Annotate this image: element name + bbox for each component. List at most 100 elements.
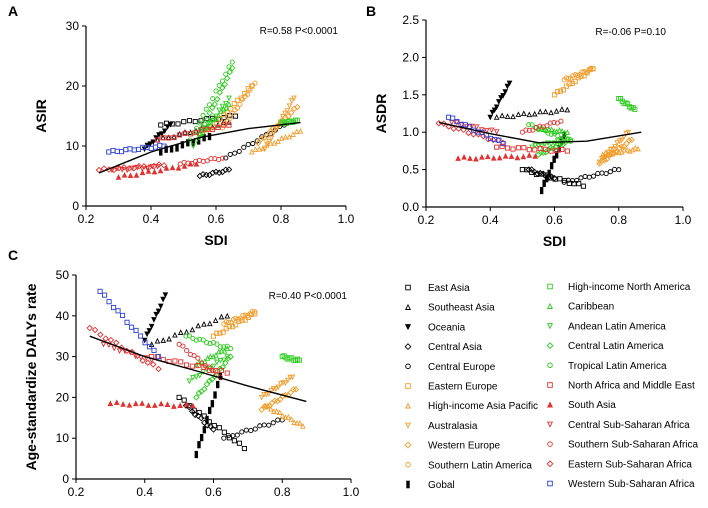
data-point: [237, 101, 243, 107]
data-point: [521, 145, 527, 151]
data-point: [197, 441, 201, 449]
data-point: [485, 136, 492, 143]
data-point: [288, 416, 295, 422]
data-point: [194, 412, 202, 420]
data-point: [145, 402, 152, 408]
data-point: [195, 363, 201, 369]
data-point: [160, 337, 167, 343]
data-point: [564, 106, 571, 113]
data-point: [155, 308, 162, 315]
y-tick-label: 0.0: [402, 200, 419, 214]
series-australasia: [258, 374, 296, 401]
data-point: [455, 155, 461, 161]
y-tick-label: 50: [56, 268, 70, 282]
trend-line: [89, 335, 307, 403]
data-point: [242, 90, 248, 97]
data-point: [226, 122, 232, 128]
data-point: [553, 107, 560, 114]
data-point: [293, 128, 300, 135]
data-point: [491, 107, 498, 114]
data-point: [504, 83, 511, 90]
data-point: [164, 401, 171, 407]
series-south-asia: [107, 399, 196, 409]
data-point: [607, 169, 613, 175]
data-point: [126, 402, 133, 408]
data-point: [151, 347, 157, 353]
data-point: [270, 408, 277, 414]
data-point: [532, 142, 539, 149]
data-point: [160, 296, 166, 303]
data-point: [551, 128, 558, 134]
data-point: [91, 326, 99, 334]
data-point: [609, 146, 616, 153]
x-axis-title: SDI: [202, 505, 225, 508]
data-point: [206, 109, 213, 117]
data-point: [155, 161, 163, 168]
data-point: [112, 339, 120, 346]
data-point: [543, 146, 549, 152]
data-point: [488, 127, 495, 134]
data-point: [537, 108, 543, 115]
data-point: [155, 365, 162, 373]
data-point: [286, 103, 293, 110]
data-point: [135, 146, 142, 152]
series-southern-latin-america: [561, 65, 596, 83]
series-western-sub-saharan-africa: [106, 142, 167, 155]
y-tick-label: 20: [66, 79, 80, 93]
data-point: [197, 120, 203, 126]
data-point: [142, 340, 148, 346]
data-point: [504, 145, 511, 151]
data-point: [203, 381, 211, 388]
data-point: [229, 64, 236, 72]
series-tropical-latin-america: [183, 333, 234, 352]
legend-marker: [405, 462, 411, 468]
data-point: [264, 132, 271, 139]
data-point: [199, 124, 206, 132]
x-tick-label: 0.6: [205, 485, 222, 499]
data-point: [236, 440, 242, 446]
data-point: [113, 399, 120, 406]
data-point: [564, 148, 570, 154]
data-point: [515, 111, 522, 117]
data-point: [214, 121, 220, 127]
data-point: [239, 429, 245, 435]
data-point: [97, 288, 103, 294]
data-point: [193, 161, 200, 167]
data-point: [605, 149, 612, 156]
data-point: [239, 96, 246, 102]
data-point: [148, 323, 155, 330]
data-point: [144, 331, 150, 338]
data-point: [161, 128, 168, 135]
data-point: [204, 158, 210, 164]
data-point: [206, 364, 212, 370]
data-point: [489, 136, 497, 144]
data-point: [231, 100, 237, 107]
data-point: [110, 304, 117, 311]
panel-letter: B: [366, 3, 376, 19]
data-point: [140, 163, 148, 170]
legend-label: Eastern Europe: [428, 382, 498, 393]
legend-label: Southeast Asia: [428, 303, 495, 314]
legend-label: Southern Sub-Saharan Africa: [568, 440, 699, 451]
legend-item-tropical-latin-america: Tropical Latin America: [547, 361, 667, 372]
data-point: [514, 154, 521, 161]
data-point: [169, 164, 176, 171]
data-point: [545, 130, 551, 136]
data-point: [530, 127, 536, 133]
data-point: [558, 135, 564, 142]
data-point: [252, 426, 258, 432]
data-point: [559, 127, 565, 134]
data-point: [297, 128, 304, 134]
data-point: [186, 333, 192, 339]
data-point: [165, 135, 172, 141]
data-point: [601, 156, 608, 164]
data-point: [461, 153, 467, 160]
legend-label: Eastern Sub-Saharan Africa: [568, 459, 692, 470]
data-point: [490, 155, 497, 161]
data-point: [489, 109, 496, 116]
data-point: [553, 147, 560, 154]
data-point: [180, 141, 185, 149]
x-axis-title: SDI: [204, 232, 227, 248]
data-point: [223, 104, 230, 111]
legend-label: Tropical Latin America: [568, 361, 667, 372]
